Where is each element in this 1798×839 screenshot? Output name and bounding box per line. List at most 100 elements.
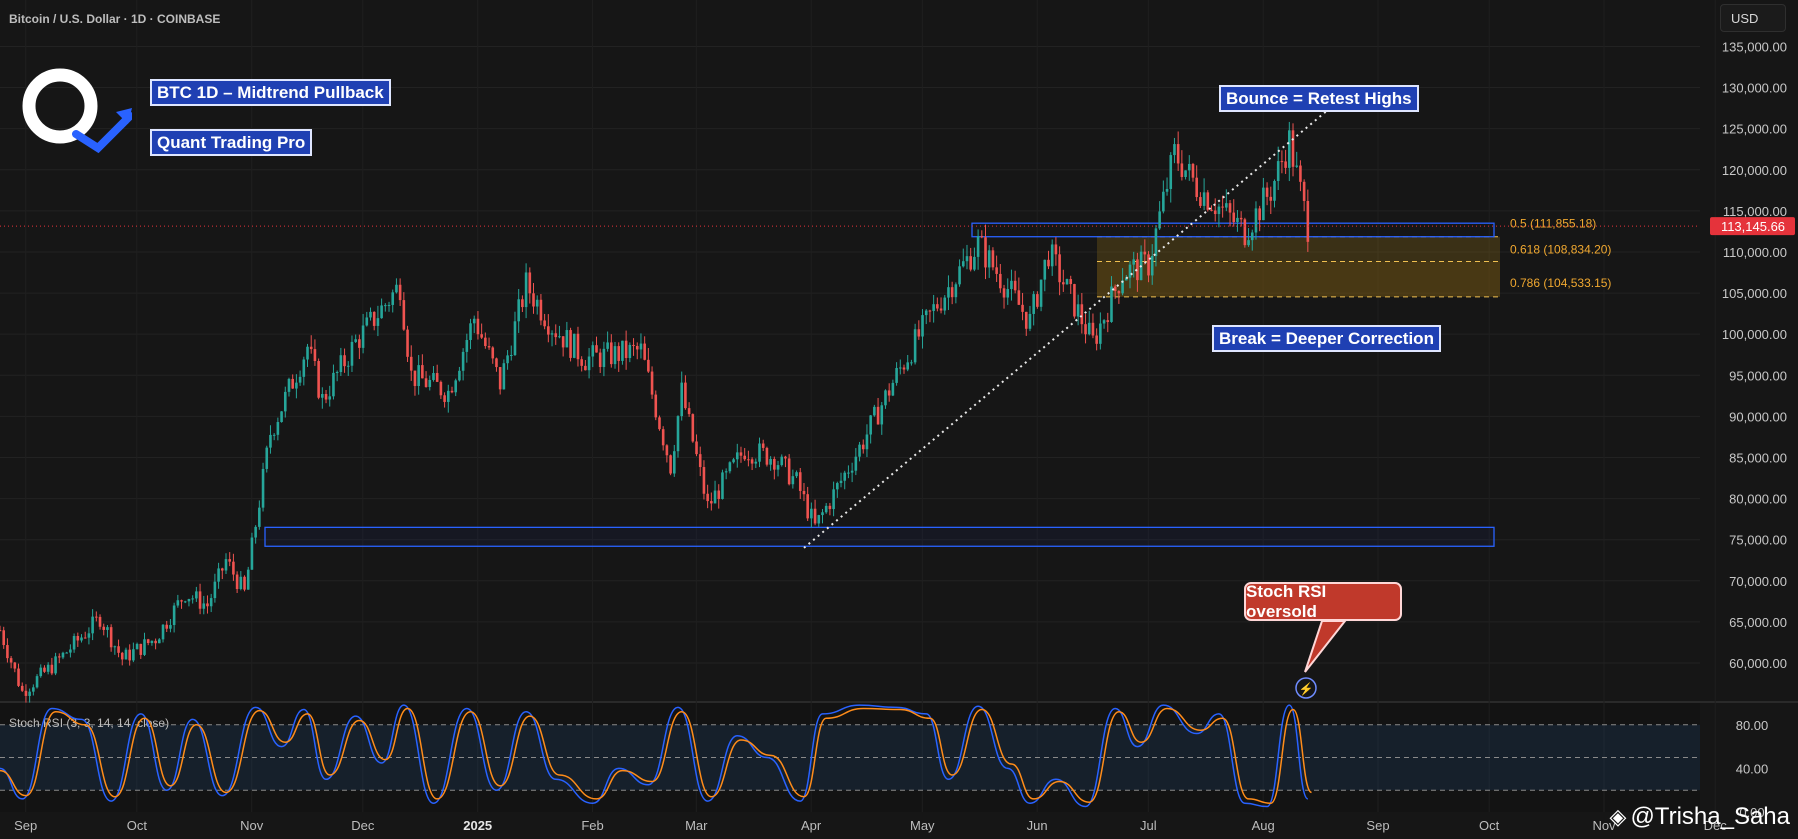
currency-button[interactable]: USD bbox=[1720, 4, 1786, 32]
candle-body bbox=[1202, 192, 1206, 206]
candle-body bbox=[454, 380, 458, 393]
candle-body bbox=[1132, 259, 1136, 265]
candle-body bbox=[880, 405, 884, 425]
y-tick-label: 70,000.00 bbox=[1729, 574, 1787, 589]
candle-body bbox=[39, 667, 43, 677]
candle-body bbox=[409, 356, 413, 371]
candle-body bbox=[298, 376, 302, 383]
x-tick-label: Jun bbox=[1027, 818, 1048, 833]
candle-body bbox=[1176, 144, 1180, 164]
candle-body bbox=[550, 333, 554, 335]
candle-body bbox=[847, 472, 850, 474]
candle-body bbox=[258, 507, 261, 527]
x-tick-label: 2025 bbox=[463, 818, 492, 833]
candle-body bbox=[191, 598, 194, 600]
candle-body bbox=[487, 346, 491, 348]
candle-body bbox=[632, 344, 635, 346]
candle-body bbox=[780, 456, 784, 466]
candle-body bbox=[858, 444, 861, 457]
y-tick-label: 110,000.00 bbox=[1723, 245, 1787, 260]
candle-body bbox=[743, 455, 746, 460]
candle-body bbox=[1028, 313, 1032, 329]
candle-body bbox=[421, 365, 424, 379]
candle-body bbox=[391, 292, 395, 305]
candle-body bbox=[539, 299, 543, 321]
candle-body bbox=[28, 691, 31, 696]
stoch-y-tick: 40.00 bbox=[1736, 761, 1769, 776]
current-price-badge bbox=[1710, 217, 1795, 236]
candle-body bbox=[839, 480, 843, 484]
candle-body bbox=[161, 624, 165, 640]
candle-body bbox=[828, 505, 832, 510]
candle-body bbox=[584, 365, 587, 371]
resistance-support-box bbox=[971, 222, 1495, 238]
candle-body bbox=[1106, 320, 1110, 322]
candle-body bbox=[1006, 289, 1010, 298]
brand-label: Quant Trading Pro bbox=[150, 129, 313, 156]
candle-body bbox=[1128, 264, 1132, 278]
candle-body bbox=[406, 329, 409, 357]
candle-body bbox=[702, 467, 706, 494]
candle-body bbox=[235, 574, 239, 590]
candle-body bbox=[639, 343, 643, 350]
chart-title-label: BTC 1D – Midtrend Pullback bbox=[150, 79, 391, 106]
candle-body bbox=[695, 441, 698, 455]
candle-body bbox=[1117, 291, 1121, 294]
candle-body bbox=[309, 346, 313, 350]
candle-body bbox=[728, 462, 732, 472]
candle-body bbox=[621, 340, 624, 361]
candle-body bbox=[665, 445, 669, 456]
y-tick-label: 130,000.00 bbox=[1722, 81, 1787, 96]
candle-body bbox=[687, 408, 691, 415]
candle-body bbox=[1113, 286, 1117, 292]
candle-body bbox=[1084, 324, 1087, 335]
y-tick-label: 75,000.00 bbox=[1729, 533, 1787, 548]
candle-body bbox=[543, 320, 546, 327]
candle-body bbox=[995, 267, 998, 274]
candle-body bbox=[898, 367, 902, 369]
candle-body bbox=[691, 414, 695, 442]
candle-body bbox=[1262, 187, 1265, 221]
candle-body bbox=[506, 355, 509, 364]
callout-pointer bbox=[1304, 620, 1348, 673]
stoch-y-tick: 0.00 bbox=[1739, 805, 1764, 820]
candle-body bbox=[1210, 209, 1213, 211]
candle-body bbox=[724, 471, 728, 473]
candle-body bbox=[1021, 304, 1024, 312]
candle-body bbox=[283, 391, 287, 412]
candle-body bbox=[658, 417, 661, 430]
x-tick-label: Feb bbox=[581, 818, 603, 833]
candle-body bbox=[1228, 203, 1232, 213]
candle-body bbox=[254, 526, 257, 538]
candle-body bbox=[1099, 323, 1102, 344]
candle-body bbox=[458, 370, 461, 381]
candle-body bbox=[861, 444, 865, 450]
candle-body bbox=[1024, 311, 1028, 329]
candle-body bbox=[209, 598, 213, 607]
candle-body bbox=[17, 668, 20, 686]
candle-body bbox=[773, 458, 776, 470]
candle-body bbox=[1254, 208, 1258, 233]
candle-body bbox=[150, 640, 154, 644]
candle-body bbox=[1302, 181, 1306, 201]
candle-body bbox=[195, 591, 198, 599]
candle-body bbox=[376, 318, 380, 326]
candle-body bbox=[498, 367, 502, 390]
x-tick-label: Mar bbox=[685, 818, 708, 833]
candle-body bbox=[1121, 280, 1124, 294]
candle-body bbox=[591, 345, 595, 357]
candle-body bbox=[587, 356, 591, 371]
candle-body bbox=[535, 299, 539, 307]
symbol-title: Bitcoin / U.S. Dollar · 1D · COINBASE bbox=[9, 12, 221, 26]
candle-body bbox=[795, 472, 798, 477]
candle-body bbox=[943, 297, 947, 311]
candle-body bbox=[950, 287, 954, 298]
candle-body bbox=[128, 649, 131, 661]
stoch-d-line bbox=[0, 707, 1313, 805]
x-tick-label: Dec bbox=[1704, 818, 1728, 833]
candle-body bbox=[806, 494, 809, 519]
candle-body bbox=[1039, 279, 1043, 307]
candle-body bbox=[172, 605, 176, 626]
candle-body bbox=[324, 394, 328, 400]
